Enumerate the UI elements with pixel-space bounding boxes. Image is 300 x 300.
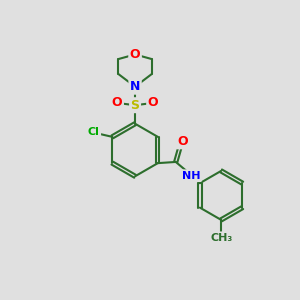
- Text: Cl: Cl: [88, 127, 100, 137]
- Text: O: O: [148, 96, 158, 109]
- Text: N: N: [130, 80, 140, 93]
- Text: O: O: [177, 135, 188, 148]
- Text: CH₃: CH₃: [210, 233, 232, 243]
- Text: S: S: [130, 99, 140, 112]
- Text: O: O: [130, 48, 140, 61]
- Text: NH: NH: [182, 171, 200, 181]
- Text: O: O: [112, 96, 122, 109]
